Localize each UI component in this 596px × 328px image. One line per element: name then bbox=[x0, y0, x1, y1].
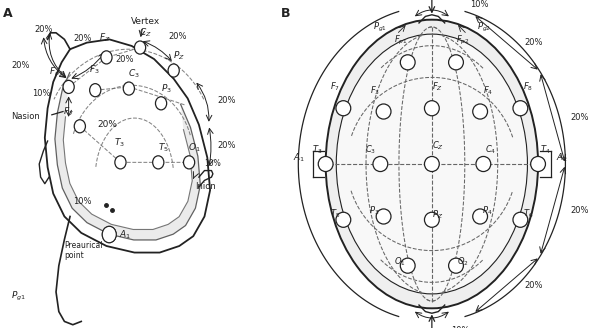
Text: $O_2$: $O_2$ bbox=[457, 256, 469, 268]
Text: $F_3$: $F_3$ bbox=[89, 64, 99, 76]
Text: 20%: 20% bbox=[217, 141, 235, 151]
Text: 20%: 20% bbox=[98, 120, 118, 129]
Circle shape bbox=[449, 55, 464, 70]
Text: $F_Z$: $F_Z$ bbox=[99, 31, 111, 44]
Circle shape bbox=[63, 80, 74, 93]
Circle shape bbox=[156, 97, 167, 110]
Circle shape bbox=[449, 258, 464, 273]
Circle shape bbox=[401, 55, 415, 70]
Text: $T_3$: $T_3$ bbox=[114, 136, 125, 149]
Text: 20%: 20% bbox=[11, 61, 29, 70]
Text: $P_3$: $P_3$ bbox=[161, 83, 172, 95]
Text: $P_{g2}$: $P_{g2}$ bbox=[477, 21, 491, 34]
Text: $P_{g1}$: $P_{g1}$ bbox=[373, 21, 387, 34]
Circle shape bbox=[513, 212, 528, 227]
Text: $T_5$: $T_5$ bbox=[330, 208, 340, 220]
Text: $A_2$: $A_2$ bbox=[555, 151, 568, 164]
Text: A: A bbox=[3, 7, 13, 20]
Text: 10%: 10% bbox=[73, 197, 92, 206]
Text: $P_4$: $P_4$ bbox=[482, 205, 492, 217]
Text: 20%: 20% bbox=[570, 113, 589, 122]
Text: $C_3$: $C_3$ bbox=[128, 68, 140, 80]
Text: B: B bbox=[281, 7, 290, 20]
Text: 20%: 20% bbox=[116, 55, 134, 64]
Circle shape bbox=[115, 156, 126, 169]
Text: 10%: 10% bbox=[451, 326, 470, 328]
Text: $C_3$: $C_3$ bbox=[365, 144, 376, 156]
Text: 10%: 10% bbox=[204, 159, 221, 169]
Text: $F_Z$: $F_Z$ bbox=[432, 81, 443, 93]
Text: 20%: 20% bbox=[34, 26, 52, 34]
Text: $O_1$: $O_1$ bbox=[394, 256, 405, 268]
Circle shape bbox=[336, 101, 351, 116]
Circle shape bbox=[103, 226, 116, 243]
Circle shape bbox=[74, 120, 85, 133]
Text: 20%: 20% bbox=[524, 38, 543, 47]
Text: $F_{p1}$: $F_{p1}$ bbox=[49, 66, 63, 79]
Text: $A_1$: $A_1$ bbox=[119, 228, 131, 241]
Text: $T_6$: $T_6$ bbox=[523, 208, 533, 220]
Text: Vertex: Vertex bbox=[131, 17, 160, 26]
Circle shape bbox=[424, 101, 439, 116]
Text: 20%: 20% bbox=[570, 206, 589, 215]
Circle shape bbox=[318, 156, 333, 172]
Circle shape bbox=[101, 51, 112, 64]
Text: $C_Z$: $C_Z$ bbox=[139, 27, 151, 39]
Circle shape bbox=[424, 156, 439, 172]
Circle shape bbox=[473, 104, 488, 119]
Circle shape bbox=[89, 84, 101, 97]
Text: point: point bbox=[64, 251, 84, 260]
Text: $O_1$: $O_1$ bbox=[188, 142, 201, 154]
Text: 20%: 20% bbox=[217, 95, 235, 105]
Ellipse shape bbox=[336, 34, 527, 294]
Text: $C_4$: $C_4$ bbox=[485, 144, 496, 156]
Circle shape bbox=[401, 258, 415, 273]
Ellipse shape bbox=[325, 20, 538, 308]
Text: Nasion: Nasion bbox=[11, 112, 40, 121]
Circle shape bbox=[168, 64, 179, 77]
Circle shape bbox=[473, 209, 488, 224]
Text: $F_3$: $F_3$ bbox=[371, 84, 381, 97]
Circle shape bbox=[123, 82, 135, 95]
Text: $F_7$: $F_7$ bbox=[63, 106, 73, 118]
Text: 20%: 20% bbox=[73, 34, 92, 43]
Circle shape bbox=[184, 156, 195, 169]
Text: $P_Z$: $P_Z$ bbox=[432, 209, 443, 221]
Text: 10%: 10% bbox=[32, 89, 51, 98]
Text: $F_8$: $F_8$ bbox=[523, 81, 533, 93]
Circle shape bbox=[336, 212, 351, 227]
Text: 20%: 20% bbox=[524, 281, 543, 290]
Text: Inion: Inion bbox=[195, 182, 215, 192]
Text: $F_{p1}$: $F_{p1}$ bbox=[395, 33, 408, 47]
Circle shape bbox=[530, 156, 545, 172]
Text: $P_{g1}$: $P_{g1}$ bbox=[11, 290, 26, 303]
Text: $C_Z$: $C_Z$ bbox=[432, 139, 444, 152]
Text: $A_1$: $A_1$ bbox=[293, 151, 305, 164]
Circle shape bbox=[376, 209, 391, 224]
Circle shape bbox=[424, 212, 439, 227]
Text: $P_Z$: $P_Z$ bbox=[173, 50, 185, 62]
Text: $P_3$: $P_3$ bbox=[369, 205, 379, 217]
Text: $F_7$: $F_7$ bbox=[330, 81, 340, 93]
Polygon shape bbox=[55, 72, 200, 240]
Circle shape bbox=[153, 156, 164, 169]
Circle shape bbox=[376, 104, 391, 119]
Text: $F_4$: $F_4$ bbox=[483, 84, 493, 97]
Circle shape bbox=[513, 101, 528, 116]
Text: $T_4$: $T_4$ bbox=[540, 144, 551, 156]
Circle shape bbox=[476, 156, 491, 172]
Text: 20%: 20% bbox=[168, 32, 187, 41]
Text: 10%: 10% bbox=[470, 0, 489, 10]
Text: $F_{p2}$: $F_{p2}$ bbox=[455, 33, 469, 47]
Text: $T_3$: $T_3$ bbox=[312, 144, 323, 156]
Text: Preaurical: Preaurical bbox=[64, 241, 103, 251]
Text: $T_5$: $T_5$ bbox=[159, 142, 169, 154]
Circle shape bbox=[103, 226, 116, 243]
Circle shape bbox=[135, 41, 145, 54]
Circle shape bbox=[373, 156, 388, 172]
